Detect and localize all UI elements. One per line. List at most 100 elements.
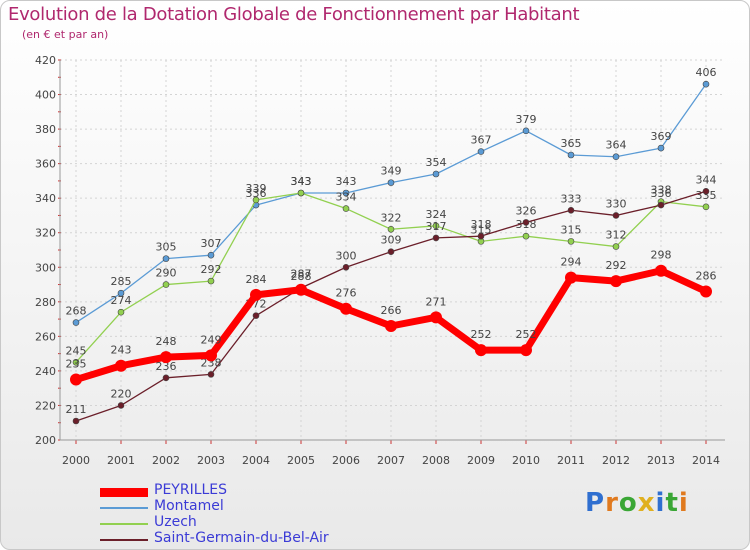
data-label-peyrilles: 271 bbox=[426, 295, 447, 308]
data-point-uzech bbox=[342, 205, 350, 212]
data-point-uzech bbox=[162, 281, 170, 288]
data-label-saint-germain-du-bel-air: 330 bbox=[606, 197, 627, 210]
x-tick-label: 2004 bbox=[242, 454, 270, 467]
y-tick-label: 300 bbox=[35, 261, 56, 274]
data-point-peyrilles bbox=[520, 344, 532, 357]
data-label-saint-germain-du-bel-air: 238 bbox=[201, 356, 222, 369]
data-point-uzech bbox=[207, 277, 215, 285]
data-point-peyrilles bbox=[115, 359, 127, 372]
data-label-montamel: 307 bbox=[201, 237, 222, 250]
data-point-montamel bbox=[657, 144, 665, 152]
data-point-uzech bbox=[522, 232, 530, 240]
logo-letter: r bbox=[605, 488, 619, 518]
data-label-saint-germain-du-bel-air: 211 bbox=[66, 403, 87, 416]
data-point-montamel bbox=[387, 179, 395, 186]
legend-item-peyrilles: PEYRILLES bbox=[100, 482, 420, 500]
data-point-saint-germain-du-bel-air bbox=[162, 374, 170, 382]
y-tick-label: 260 bbox=[35, 330, 56, 343]
data-label-uzech: 334 bbox=[336, 191, 357, 204]
y-tick-label: 320 bbox=[35, 227, 56, 240]
data-point-uzech bbox=[72, 358, 80, 366]
data-point-peyrilles bbox=[385, 320, 397, 332]
data-point-peyrilles bbox=[250, 288, 262, 301]
data-label-uzech: 339 bbox=[246, 182, 267, 195]
x-tick-label: 2005 bbox=[287, 454, 315, 467]
data-label-saint-germain-du-bel-air: 317 bbox=[426, 220, 447, 233]
data-label-peyrilles: 294 bbox=[561, 256, 582, 269]
data-point-peyrilles bbox=[655, 264, 667, 277]
data-label-montamel: 336 bbox=[246, 187, 267, 200]
x-tick-label: 2008 bbox=[422, 454, 450, 467]
x-tick-label: 2000 bbox=[62, 454, 90, 467]
data-label-uzech: 274 bbox=[111, 294, 132, 307]
data-label-montamel: 305 bbox=[156, 241, 177, 254]
logo-letter: i bbox=[678, 488, 689, 518]
data-point-saint-germain-du-bel-air bbox=[117, 402, 125, 409]
data-point-peyrilles bbox=[475, 344, 487, 357]
data-point-montamel bbox=[702, 80, 710, 88]
data-label-uzech: 292 bbox=[201, 263, 222, 276]
data-point-montamel bbox=[567, 151, 575, 159]
x-tick-label: 2002 bbox=[152, 454, 180, 467]
data-point-uzech bbox=[387, 225, 395, 233]
y-tick-label: 420 bbox=[35, 54, 56, 67]
data-point-montamel bbox=[432, 170, 440, 178]
y-tick-label: 220 bbox=[35, 399, 56, 412]
data-point-uzech bbox=[297, 189, 305, 197]
y-tick-label: 400 bbox=[35, 89, 56, 102]
logo-letter: P bbox=[585, 488, 606, 518]
data-point-saint-germain-du-bel-air bbox=[72, 417, 80, 425]
data-label-uzech: 324 bbox=[426, 208, 447, 221]
x-tick-label: 2001 bbox=[107, 454, 135, 467]
y-tick-label: 280 bbox=[35, 296, 56, 309]
data-label-peyrilles: 252 bbox=[516, 328, 537, 341]
data-point-peyrilles bbox=[700, 285, 712, 298]
data-label-montamel: 367 bbox=[471, 134, 492, 147]
data-point-peyrilles bbox=[70, 373, 82, 386]
data-point-saint-germain-du-bel-air bbox=[432, 234, 440, 242]
data-label-montamel: 343 bbox=[291, 175, 312, 188]
data-point-peyrilles bbox=[205, 349, 217, 362]
data-label-saint-germain-du-bel-air: 300 bbox=[336, 249, 357, 262]
data-point-montamel bbox=[72, 319, 80, 326]
y-tick-label: 360 bbox=[35, 158, 56, 171]
data-point-saint-germain-du-bel-air bbox=[207, 371, 215, 378]
data-point-saint-germain-du-bel-air bbox=[342, 263, 350, 271]
data-label-montamel: 364 bbox=[606, 139, 627, 152]
data-label-montamel: 354 bbox=[426, 156, 447, 169]
data-point-montamel bbox=[207, 251, 215, 259]
data-point-montamel bbox=[612, 153, 620, 161]
data-label-peyrilles: 235 bbox=[66, 358, 87, 371]
data-label-uzech: 290 bbox=[156, 267, 177, 280]
data-point-saint-germain-du-bel-air bbox=[387, 248, 395, 256]
data-point-uzech bbox=[117, 308, 125, 316]
x-tick-label: 2010 bbox=[512, 454, 540, 467]
data-point-uzech bbox=[702, 203, 710, 211]
data-point-peyrilles bbox=[430, 311, 442, 324]
data-label-montamel: 379 bbox=[516, 113, 537, 126]
data-point-uzech bbox=[567, 238, 575, 245]
data-point-montamel bbox=[162, 255, 170, 262]
logo-letter: i bbox=[655, 488, 666, 518]
data-label-montamel: 365 bbox=[561, 137, 582, 150]
legend-swatch-peyrilles bbox=[100, 488, 148, 497]
x-tick-label: 2012 bbox=[602, 454, 630, 467]
data-label-montamel: 369 bbox=[651, 130, 672, 143]
data-point-uzech bbox=[252, 196, 260, 204]
legend-label-uzech: Uzech bbox=[154, 514, 197, 530]
legend-item-montamel: Montamel bbox=[100, 498, 420, 516]
data-point-peyrilles bbox=[610, 275, 622, 288]
data-label-peyrilles: 287 bbox=[291, 268, 312, 281]
chart-subtitle: (en € et par an) bbox=[22, 28, 109, 41]
data-label-saint-germain-du-bel-air: 326 bbox=[516, 204, 537, 217]
data-label-uzech: 343 bbox=[291, 175, 312, 188]
data-point-peyrilles bbox=[340, 302, 352, 315]
data-point-saint-germain-du-bel-air bbox=[567, 206, 575, 214]
legend-label-montamel: Montamel bbox=[154, 498, 224, 514]
data-label-saint-germain-du-bel-air: 318 bbox=[471, 218, 492, 231]
data-label-montamel: 406 bbox=[696, 66, 717, 79]
legend-item-saint-germain: Saint-Germain-du-Bel-Air bbox=[100, 530, 420, 548]
legend-swatch-saint-germain bbox=[100, 539, 148, 541]
data-label-uzech: 315 bbox=[561, 223, 582, 236]
